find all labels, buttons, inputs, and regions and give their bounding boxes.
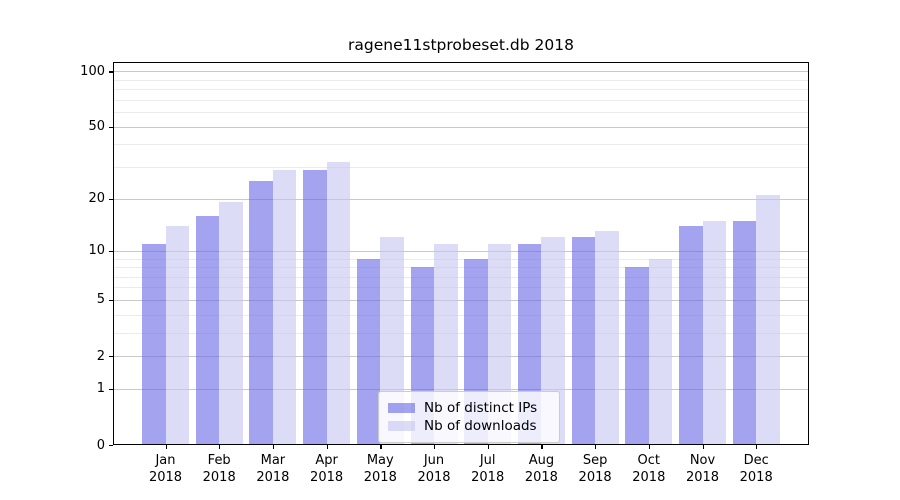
- y-tick-label: 100: [80, 63, 105, 79]
- y-tick-label: 5: [96, 292, 105, 308]
- x-tick-label: Jan 2018: [139, 453, 193, 486]
- y-tick-mark: [109, 126, 113, 128]
- x-tick-label: Sep 2018: [568, 453, 622, 486]
- y-tick-mark: [109, 250, 113, 253]
- y-tick-label: 50: [88, 119, 105, 135]
- bar-nov-downloads: [702, 220, 726, 445]
- legend-swatch-downloads: [388, 421, 415, 431]
- gridline-minor: [113, 332, 809, 334]
- y-tick-mark: [109, 445, 113, 447]
- bar-mar-downloads: [272, 169, 297, 445]
- x-tick-mark: [434, 445, 436, 449]
- legend: Nb of distinct IPs Nb of downloads: [378, 391, 560, 443]
- y-tick-mark: [109, 71, 113, 73]
- x-tick-label: Mar 2018: [246, 453, 300, 486]
- x-tick-label: Feb 2018: [192, 453, 246, 486]
- x-tick-mark: [487, 445, 489, 449]
- bar-oct-downloads: [648, 258, 673, 445]
- x-tick-label: May 2018: [353, 453, 407, 486]
- bar-jan-downloads: [165, 225, 189, 445]
- x-tick-mark: [165, 445, 167, 449]
- bar-feb-downloads: [219, 202, 243, 445]
- gridline-major: [113, 71, 809, 73]
- x-tick-mark: [380, 445, 382, 449]
- gridline-minor: [113, 79, 809, 81]
- x-tick-year: 2018: [417, 469, 451, 485]
- x-tick-mark: [756, 445, 758, 449]
- gridline-minor: [113, 144, 809, 146]
- x-tick-label: Jun 2018: [407, 453, 461, 486]
- y-tick-mark: [109, 299, 113, 302]
- y-tick-mark: [109, 388, 113, 391]
- x-tick-label: Oct 2018: [622, 453, 676, 486]
- bar-may-distinct-ips: [356, 258, 381, 445]
- x-tick-label: Nov 2018: [676, 453, 730, 486]
- x-tick-year: 2018: [524, 469, 558, 485]
- gridline-minor: [113, 276, 809, 278]
- gridline-minor: [113, 99, 809, 101]
- bar-dec-distinct-ips: [732, 220, 757, 445]
- x-tick-year: 2018: [202, 469, 236, 485]
- bar-jan-distinct-ips: [142, 243, 166, 445]
- legend-label-downloads: Nb of downloads: [424, 418, 537, 434]
- gridline-minor: [113, 267, 809, 269]
- legend-row-downloads: Nb of downloads: [388, 418, 549, 434]
- bar-feb-distinct-ips: [195, 215, 220, 445]
- gridline-minor: [113, 287, 809, 289]
- bar-sep-distinct-ips: [571, 237, 596, 445]
- gridline-major: [113, 356, 809, 358]
- gridline-minor: [113, 258, 809, 260]
- x-tick-mark: [541, 445, 543, 449]
- legend-swatch-distinct-ips: [388, 403, 415, 413]
- gridline-minor: [113, 89, 809, 91]
- x-tick-year: 2018: [685, 469, 720, 485]
- y-tick-mark: [109, 356, 113, 358]
- x-tick-year: 2018: [310, 469, 344, 485]
- bar-dec-downloads: [756, 194, 780, 445]
- bar-mar-distinct-ips: [249, 181, 273, 445]
- x-tick-mark: [326, 445, 328, 449]
- y-tick-label: 20: [88, 191, 105, 207]
- chart-title: ragene11stprobeset.db 2018: [348, 36, 574, 54]
- gridline-major: [113, 299, 809, 301]
- x-tick-label: Jul 2018: [461, 453, 515, 486]
- bar-oct-distinct-ips: [625, 267, 649, 445]
- x-tick-year: 2018: [363, 469, 397, 485]
- y-tick-label: 10: [88, 243, 105, 259]
- bar-apr-downloads: [326, 161, 351, 445]
- gridline-major: [113, 126, 809, 128]
- gridline-minor: [113, 314, 809, 316]
- gridline-minor: [113, 112, 809, 114]
- x-tick-mark: [595, 445, 597, 449]
- x-tick-mark: [648, 445, 651, 449]
- x-tick-mark: [702, 445, 704, 449]
- x-tick-year: 2018: [632, 469, 666, 485]
- x-tick-year: 2018: [256, 469, 290, 485]
- y-tick-label: 0: [96, 437, 105, 453]
- legend-label-distinct-ips: Nb of distinct IPs: [424, 400, 538, 416]
- x-tick-year: 2018: [739, 469, 773, 485]
- gridline-minor: [113, 166, 809, 168]
- x-tick-mark: [272, 445, 275, 449]
- gridline-major: [113, 250, 809, 252]
- x-tick-label: Apr 2018: [300, 453, 354, 486]
- y-tick-label: 1: [96, 381, 105, 397]
- y-tick-label: 2: [96, 348, 105, 364]
- gridline-major: [113, 198, 809, 200]
- gridline-major: [113, 388, 809, 390]
- x-tick-label: Dec 2018: [729, 453, 783, 486]
- bar-sep-downloads: [595, 231, 619, 445]
- x-tick-year: 2018: [471, 469, 505, 485]
- x-tick-label: Aug 2018: [514, 453, 568, 486]
- bar-apr-distinct-ips: [303, 169, 327, 445]
- x-tick-mark: [219, 445, 221, 449]
- bar-nov-distinct-ips: [679, 225, 703, 445]
- legend-row-distinct-ips: Nb of distinct IPs: [388, 400, 549, 416]
- y-tick-mark: [109, 198, 113, 200]
- x-tick-year: 2018: [578, 469, 612, 485]
- x-tick-year: 2018: [148, 469, 183, 485]
